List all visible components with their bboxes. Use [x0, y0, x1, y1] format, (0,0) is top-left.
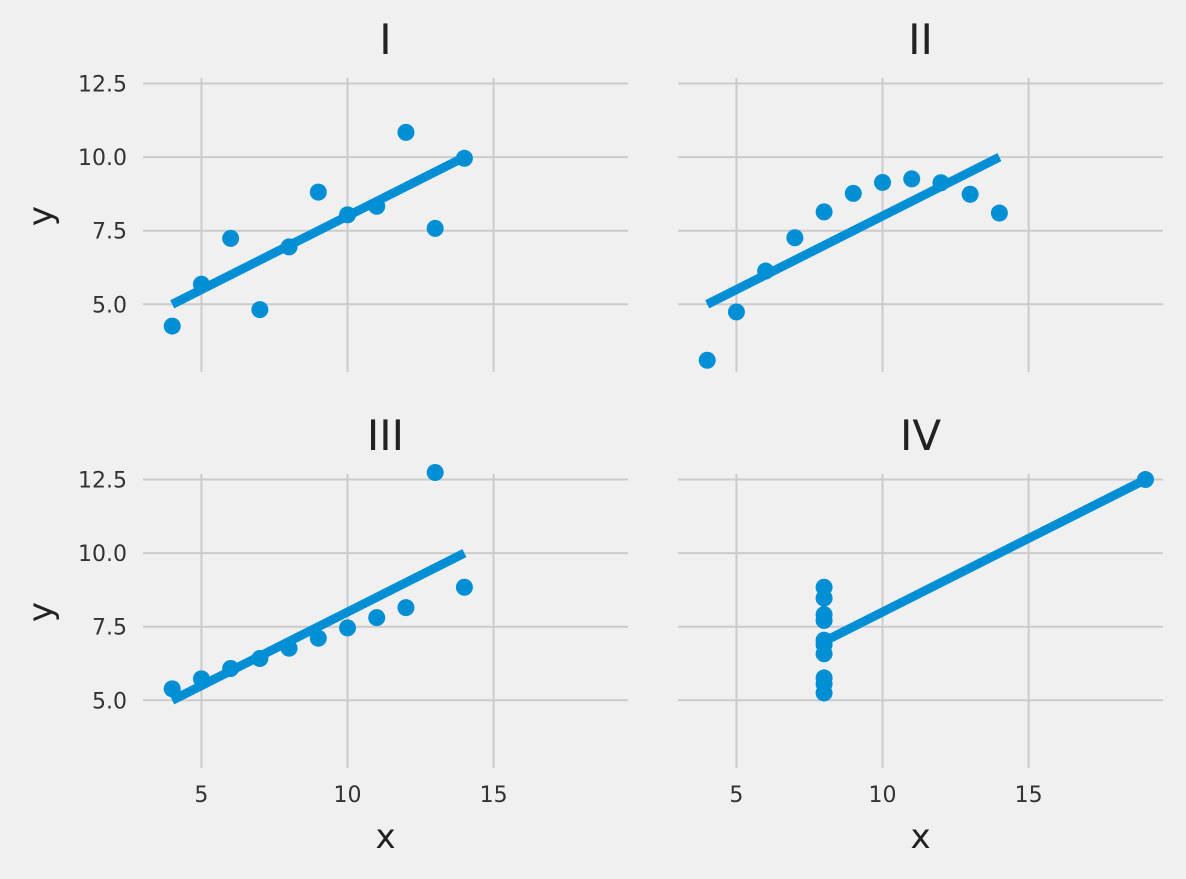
data-point	[815, 203, 833, 221]
y-tick-label: 7.5	[92, 220, 127, 245]
data-point	[874, 173, 892, 191]
x-tick-label: 5	[729, 783, 743, 808]
data-point	[455, 149, 473, 167]
data-point	[844, 184, 862, 202]
data-point	[192, 670, 210, 688]
x-tick-label: 15	[1015, 783, 1043, 808]
data-point	[698, 351, 716, 369]
subplot-title: I	[379, 15, 391, 64]
data-point	[727, 303, 745, 321]
y-tick-label: 12.5	[78, 469, 127, 494]
data-point	[368, 609, 386, 627]
fit-line	[705, 153, 1002, 309]
data-point	[339, 619, 357, 637]
x-axis-label: x	[910, 817, 930, 857]
data-point	[455, 578, 473, 596]
data-point	[397, 123, 415, 141]
data-point	[309, 183, 327, 201]
subplot-title: II	[908, 15, 933, 64]
subplot-II: II	[678, 15, 1163, 372]
data-point	[786, 229, 804, 247]
data-point	[961, 185, 979, 203]
subplot-title: III	[367, 411, 404, 460]
data-point	[309, 629, 327, 647]
subplot-III: 5 10 15 5.0 7.5 10.0 12.5 III y x	[21, 411, 628, 857]
y-tick-label: 12.5	[78, 73, 127, 98]
data-point	[903, 170, 921, 188]
x-axis-label: x	[375, 817, 395, 857]
y-axis-label: y	[21, 602, 61, 622]
data-point	[280, 238, 298, 256]
y-tick-label: 10.0	[78, 146, 127, 171]
y-tick-label: 10.0	[78, 542, 127, 567]
y-axis-label: y	[21, 206, 61, 226]
data-point	[339, 206, 357, 224]
x-tick-label: 15	[480, 783, 508, 808]
data-point	[251, 301, 269, 319]
data-point	[222, 229, 240, 247]
data-point	[815, 589, 833, 607]
subplot-title: IV	[900, 411, 941, 460]
data-point	[990, 204, 1008, 222]
data-point	[280, 639, 298, 657]
data-point	[1136, 471, 1154, 489]
data-point	[397, 599, 415, 617]
fit-line	[822, 475, 1148, 646]
data-point	[251, 650, 269, 668]
data-point	[163, 680, 181, 698]
data-point	[192, 275, 210, 293]
subplot-I: 5.0 7.5 10.0 12.5 Iy	[21, 15, 628, 372]
subplot-IV: 5 10 15 IV x	[678, 411, 1163, 857]
data-point	[163, 317, 181, 335]
data-point	[426, 219, 444, 237]
y-tick-label: 7.5	[92, 616, 127, 641]
x-tick-label: 10	[869, 783, 897, 808]
data-point	[426, 463, 444, 481]
data-point	[368, 197, 386, 215]
data-point	[222, 660, 240, 678]
x-tick-label: 5	[194, 783, 208, 808]
y-tick-label: 5.0	[92, 293, 127, 318]
fit-line	[170, 549, 467, 705]
y-tick-label: 5.0	[92, 689, 127, 714]
data-point	[757, 262, 775, 280]
x-tick-label: 10	[334, 783, 362, 808]
data-point	[815, 606, 833, 624]
data-point	[932, 174, 950, 192]
data-point	[815, 636, 833, 654]
data-point	[815, 675, 833, 693]
fit-line	[170, 153, 467, 309]
